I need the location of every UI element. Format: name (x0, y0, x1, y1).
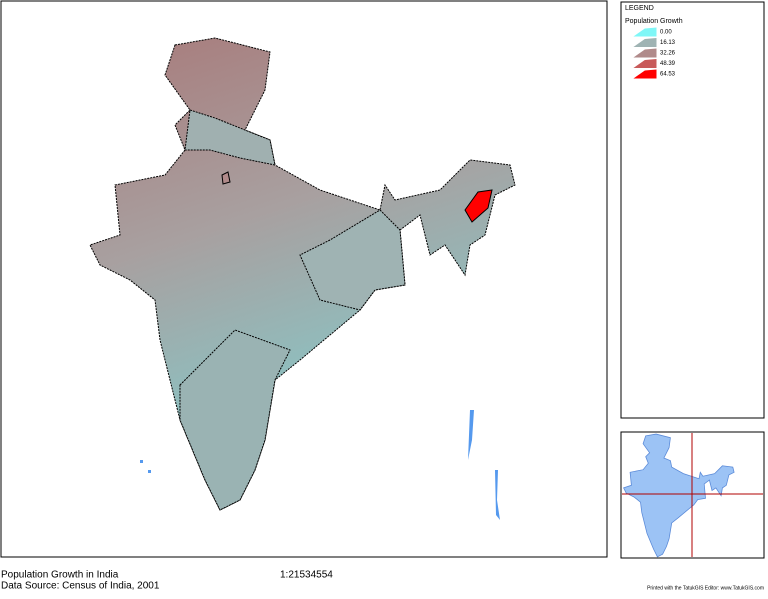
footer-source: Data Source: Census of India, 2001 (1, 581, 160, 592)
legend-heading: LEGEND (625, 5, 654, 12)
legend-swatch (633, 58, 657, 68)
legend-swatch (633, 69, 657, 79)
legend-label: 0.00 (660, 30, 672, 36)
legend-swatch (633, 48, 657, 58)
region-dot (221, 171, 231, 185)
legend-label: 32.26 (660, 51, 676, 57)
legend-label: 48.39 (660, 61, 676, 67)
inset-map (623, 433, 735, 558)
legend-label: 64.53 (660, 72, 676, 78)
legend-items: 0.00 16.13 32.26 48.39 64.53 (633, 27, 676, 79)
india-map (89, 37, 516, 520)
footer-title: Population Growth in India (1, 570, 119, 581)
legend-title: Population Growth (625, 18, 683, 25)
region-east (299, 209, 406, 311)
region-hill (184, 109, 276, 166)
legend-swatch (633, 27, 657, 37)
region-red (464, 189, 493, 223)
map-scale: 1:21534554 (280, 570, 333, 581)
credit: Printed with the TatukGIS Editor: www.Ta… (647, 585, 764, 591)
legend-swatch (633, 37, 657, 47)
region-south (179, 329, 291, 511)
legend-label: 16.13 (660, 40, 676, 46)
